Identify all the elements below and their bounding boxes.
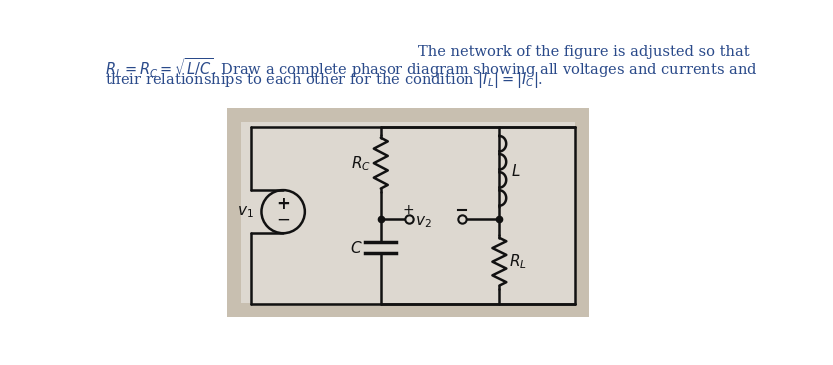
Text: +: + — [403, 203, 415, 217]
Text: $R_L = R_C = \sqrt{L/C}$. Draw a complete phasor diagram showing all voltages an: $R_L = R_C = \sqrt{L/C}$. Draw a complet… — [105, 56, 757, 80]
Bar — [241, 122, 576, 303]
Text: $R_C$: $R_C$ — [351, 154, 371, 173]
Text: $L$: $L$ — [511, 163, 521, 179]
Text: $v_2$: $v_2$ — [415, 214, 431, 230]
Text: their relationships to each other for the condition $|I_L| = |I_C|$.: their relationships to each other for th… — [105, 70, 543, 90]
Text: $R_L$: $R_L$ — [510, 252, 527, 271]
Text: $C$: $C$ — [350, 240, 362, 256]
Text: −: − — [277, 210, 290, 228]
Text: The network of the figure is adjusted so that: The network of the figure is adjusted so… — [418, 45, 750, 59]
Text: +: + — [277, 195, 290, 213]
Bar — [227, 108, 589, 317]
Text: $v_1$: $v_1$ — [237, 204, 254, 219]
